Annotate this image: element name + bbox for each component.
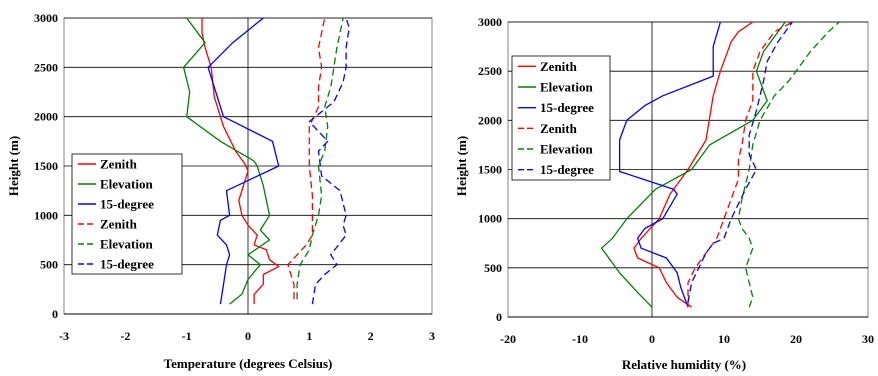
- temp-series-6-15-degree-dashed: [308, 17, 350, 305]
- rh-series-6-15-degree-dashed: [687, 21, 793, 303]
- temp-y-tick-label: 3000: [34, 11, 58, 25]
- rh-legend-label: 15-degree: [540, 100, 594, 115]
- rh-x-tick-label: 10: [718, 332, 730, 346]
- temp-y-tick-label: 0: [52, 307, 58, 321]
- rh-y-tick-label: 2000: [478, 113, 502, 127]
- rh-series-1-zenith-solid: [633, 21, 754, 308]
- temperature-chart: 0 500 1000 1500 2000 2500 3000 -3 -2 -1 0 1 2 3 Temper…: [6, 11, 435, 371]
- temp-x-tick-label: -2: [120, 329, 130, 343]
- rh-y-tick-label: 1500: [478, 163, 502, 177]
- rh-x-axis-label: Relative humidity (%): [622, 357, 746, 372]
- rh-series-3-15-degree-solid: [618, 21, 722, 308]
- temp-x-tick-label: 0: [245, 329, 251, 343]
- temp-y-tick-label: 1000: [34, 208, 58, 222]
- rh-series-2-elevation-solid: [600, 21, 786, 308]
- rh-legend-label: Elevation: [540, 142, 593, 157]
- rh-series-4-zenith-dashed: [687, 21, 793, 308]
- temp-x-tick-label: 3: [429, 329, 435, 343]
- temp-x-tick-label: 2: [368, 329, 374, 343]
- rh-legend-label: Zenith: [540, 121, 578, 136]
- temp-x-tick-label: -1: [182, 329, 192, 343]
- rh-x-tick-label: 0: [649, 332, 655, 346]
- temp-legend-box: [71, 153, 183, 275]
- rh-x-tick-label: -10: [572, 332, 588, 346]
- temp-x-tick-label: 1: [306, 329, 312, 343]
- temp-x-axis-label: Temperature (degrees Celsius): [164, 356, 333, 371]
- temp-legend-label: Elevation: [100, 237, 153, 252]
- rh-legend-label: 15-degree: [540, 162, 594, 177]
- rh-legend-box: [511, 55, 611, 181]
- rh-series-5-elevation-dashed: [737, 21, 840, 308]
- rh-y-axis-label: Height (m): [454, 136, 469, 196]
- rh-y-tick-label: 2500: [478, 64, 502, 78]
- rh-legend-label: Zenith: [540, 59, 578, 74]
- temp-x-tick-label: -3: [59, 329, 69, 343]
- rh-legend: Zenith Elevation 15-degree Zenith Elevation 1…: [511, 55, 611, 181]
- temp-legend-label: Elevation: [100, 177, 153, 192]
- rh-x-tick-label: 30: [862, 332, 874, 346]
- temp-legend-label: 15-degree: [100, 197, 154, 212]
- temp-legend-label: Zenith: [100, 217, 138, 232]
- rh-x-tick-label: -20: [500, 332, 516, 346]
- temp-y-tick-label: 1500: [34, 159, 58, 173]
- temp-series-5-elevation-dashed: [296, 17, 344, 300]
- rh-y-tick-label: 0: [496, 310, 502, 324]
- temp-series-4-zenith-dashed: [287, 17, 326, 300]
- temp-y-tick-label: 2500: [34, 60, 58, 74]
- temp-y-axis-label: Height (m): [6, 136, 21, 196]
- temp-series-2-elevation-solid: [182, 17, 271, 305]
- rh-y-tick-label: 1000: [478, 212, 502, 226]
- rh-x-tick-label: 20: [790, 332, 802, 346]
- temp-series-3-15-degree-solid: [207, 17, 280, 305]
- temp-legend-label: Zenith: [100, 157, 138, 172]
- temp-series-1-zenith-solid: [201, 18, 280, 305]
- temp-y-tick-label: 500: [40, 258, 58, 272]
- humidity-chart: 0 500 1000 1500 2000 2500 3000 -20 -10 0 10 20 30 Rel…: [454, 15, 874, 372]
- rh-y-tick-label: 500: [484, 261, 502, 275]
- temp-legend: Zenith Elevation 15-degree Zenith Elevation 1…: [71, 153, 183, 275]
- temp-y-tick-label: 2000: [34, 110, 58, 124]
- rh-legend-label: Elevation: [540, 80, 593, 95]
- rh-y-tick-label: 3000: [478, 15, 502, 29]
- temp-legend-label: 15-degree: [100, 257, 154, 272]
